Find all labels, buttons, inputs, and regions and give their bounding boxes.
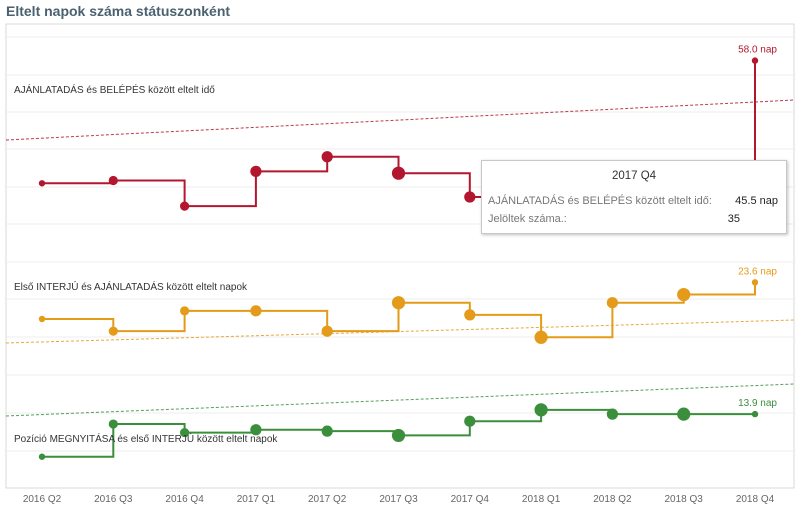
data-point [606,408,619,420]
x-tick-label: 2018 Q1 [522,494,561,505]
data-point [250,165,262,177]
data-point [108,419,118,429]
data-point [180,306,190,316]
x-tick-label: 2018 Q4 [736,494,775,505]
data-point [391,428,406,443]
x-tick-label: 2018 Q2 [593,494,632,505]
trend-lines [5,99,795,417]
tooltip-label: Jelöltek száma.: [488,213,567,225]
data-point [534,330,548,344]
x-tick-label: 2018 Q3 [665,494,704,505]
x-tick-label: 2016 Q4 [165,494,204,505]
trend-line [5,319,795,344]
tooltip-row-duration: AJÁNLATADÁS és BELÉPÉS között eltelt idő… [488,195,778,209]
page-title: Eltelt napok száma státuszonként [6,3,231,19]
data-point [108,326,118,336]
series-step-line [42,282,756,339]
series-label: AJÁNLATADÁS és BELÉPÉS között eltelt idő [14,83,215,96]
data-point [606,297,619,309]
tooltip-value: 35 [727,213,740,225]
data-point [391,296,406,310]
x-tick-label: 2017 Q1 [237,494,276,505]
tooltip-label: AJÁNLATADÁS és BELÉPÉS között eltelt idő… [488,195,712,207]
data-point [321,151,333,163]
data-point [677,287,691,302]
series-labels: AJÁNLATADÁS és BELÉPÉS között eltelt idő… [14,45,777,445]
plot-frame [5,23,795,489]
data-point [180,427,190,438]
data-point [38,315,46,323]
data-point [751,410,759,418]
trend-line [5,383,795,417]
data-point [677,407,691,421]
data-point [250,424,262,436]
data-point [464,309,476,321]
end-label: 23.6 nap [738,266,777,277]
tooltip: 2017 Q4 AJÁNLATADÁS és BELÉPÉS között el… [481,160,787,234]
x-tick-label: 2017 Q2 [308,494,347,505]
data-point [321,325,333,337]
data-point [534,403,548,417]
data-point [321,425,333,437]
data-point [108,175,118,186]
x-tick-label: 2017 Q3 [379,494,418,505]
data-point [464,415,476,427]
data-point [751,57,759,64]
tooltip-value: 45.5 nap [735,195,778,207]
data-point [38,453,46,460]
gridlines [5,23,795,489]
data-points [38,57,759,460]
data-point [180,201,190,211]
data-point [38,180,46,187]
x-tick-label: 2017 Q4 [451,494,490,505]
tooltip-row-count: Jelöltek száma.: 35 [488,213,778,227]
data-point [250,305,262,317]
series-lines [42,60,756,458]
series-label: Pozíció MEGNYITÁSA és első INTERJÚ közöt… [14,432,278,445]
trend-line [5,99,795,141]
end-label: 13.9 nap [738,398,777,409]
data-point [464,191,476,203]
series-label: Első INTERJÚ és AJÁNLATADÁS között eltel… [14,280,248,293]
x-tick-label: 2016 Q2 [23,494,62,505]
data-point [751,279,759,286]
data-point [391,166,406,180]
x-axis: 2016 Q2 2016 Q3 2016 Q4 2017 Q1 2017 Q2 2017 … [23,494,775,505]
end-label: 58.0 nap [738,45,777,56]
x-tick-label: 2016 Q3 [94,494,133,505]
tooltip-title: 2017 Q4 [611,170,657,182]
